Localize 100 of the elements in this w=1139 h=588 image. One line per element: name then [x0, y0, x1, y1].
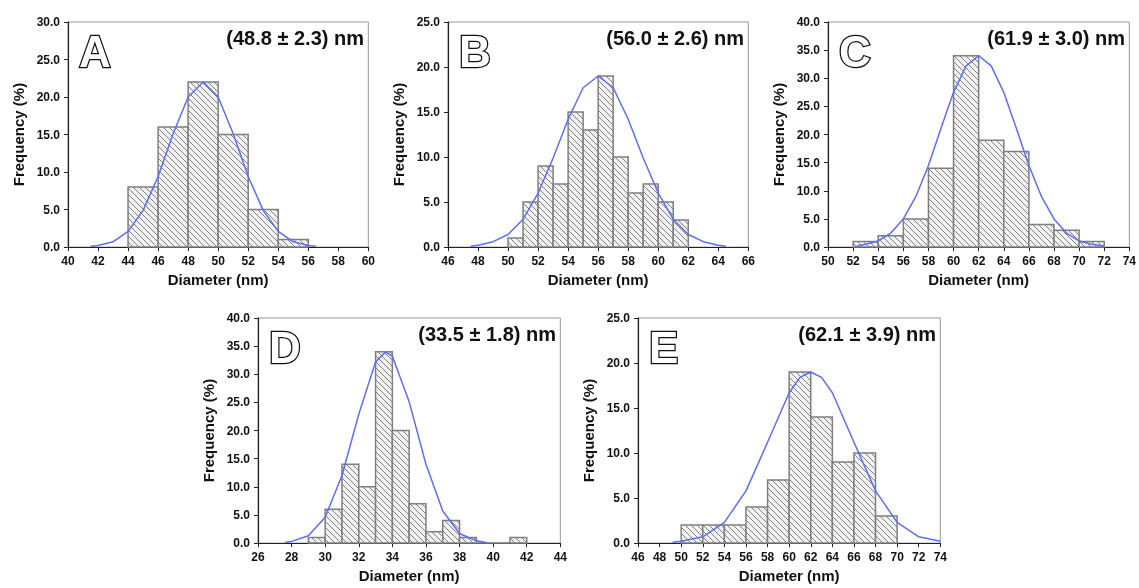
y-tick-label: 20.0 [606, 356, 631, 371]
x-tick-label: 56 [739, 550, 753, 565]
chart-title: C [839, 26, 871, 76]
x-tick-label: 42 [91, 254, 106, 269]
y-tick-label: 15.0 [416, 105, 441, 120]
y-tick-label: 10.0 [416, 150, 441, 165]
x-tick-label: 74 [1122, 254, 1137, 269]
x-tick-label: 58 [621, 254, 636, 269]
x-tick-label: 52 [531, 254, 546, 269]
x-tick-label: 64 [997, 254, 1011, 269]
y-tick-label: 15.0 [226, 451, 251, 466]
x-tick-label: 40 [486, 550, 501, 565]
x-tick-label: 66 [1022, 254, 1036, 269]
x-tick-label: 44 [553, 550, 568, 565]
y-tick-label: 20.0 [796, 127, 821, 142]
x-tick-label: 62 [971, 254, 986, 269]
x-tick-label: 50 [821, 254, 835, 269]
y-tick-label: 10.0 [796, 183, 821, 198]
y-tick-label: 25.0 [226, 395, 251, 410]
y-tick-label: 10.0 [606, 446, 631, 461]
x-axis-title: Diameter (nm) [738, 567, 840, 584]
x-tick-label: 58 [760, 550, 775, 565]
x-tick-label: 54 [871, 254, 886, 269]
x-tick-label: 46 [441, 254, 455, 269]
x-tick-label: 56 [591, 254, 606, 269]
x-tick-label: 72 [912, 550, 926, 565]
y-tick-label: 20.0 [416, 60, 441, 75]
x-tick-label: 60 [651, 254, 666, 269]
x-tick-label: 54 [561, 254, 576, 269]
x-tick-label: 56 [301, 254, 316, 269]
x-tick-label: 32 [352, 550, 366, 565]
line-series [89, 81, 317, 248]
y-tick-label: 5.0 [43, 202, 61, 217]
x-tick-label: 50 [674, 550, 689, 565]
y-tick-label: 35.0 [226, 339, 251, 354]
y-tick-label: 10.0 [36, 165, 61, 180]
x-tick-label: 46 [631, 550, 645, 565]
x-tick-label: 66 [847, 550, 861, 565]
y-tick-label: 25.0 [416, 15, 441, 29]
annotation: (62.1 ± 3.9) nm [798, 323, 937, 345]
x-tick-label: 60 [361, 254, 376, 269]
x-tick-label: 52 [696, 550, 710, 565]
y-tick-label: 0.0 [233, 536, 251, 551]
x-tick-label: 74 [933, 550, 948, 565]
chart-title: D [269, 322, 301, 372]
x-tick-label: 42 [520, 550, 534, 565]
y-axis-title: Frequency (%) [389, 82, 407, 187]
chart-title: E [649, 322, 679, 372]
y-tick-label: 30.0 [36, 15, 61, 29]
x-tick-label: 72 [1097, 254, 1112, 269]
x-tick-label: 48 [652, 550, 667, 565]
x-tick-label: 44 [121, 254, 136, 269]
y-tick-label: 25.0 [796, 99, 821, 114]
y-tick-label: 20.0 [36, 90, 61, 105]
x-tick-label: 40 [61, 254, 75, 269]
y-axis-title: Frequency (%) [9, 82, 27, 187]
y-tick-label: 0.0 [43, 240, 61, 255]
x-axis-title: Diameter (nm) [358, 567, 460, 584]
y-tick-label: 15.0 [796, 155, 821, 170]
x-tick-label: 36 [419, 550, 433, 565]
x-axis-title: Diameter (nm) [167, 271, 269, 288]
x-tick-label: 52 [846, 254, 861, 269]
x-tick-label: 52 [241, 254, 256, 269]
x-tick-label: 46 [151, 254, 166, 269]
y-axis-title: Frequency (%) [199, 378, 217, 483]
x-tick-label: 54 [717, 550, 732, 565]
y-tick-label: 35.0 [796, 43, 821, 58]
y-tick-label: 40.0 [226, 311, 251, 325]
y-tick-label: 0.0 [803, 240, 821, 255]
y-tick-label: 20.0 [226, 423, 251, 438]
x-tick-label: 64 [711, 254, 726, 269]
x-tick-label: 62 [681, 254, 696, 269]
y-tick-label: 5.0 [423, 195, 441, 210]
y-tick-label: 0.0 [423, 240, 441, 255]
line-series [671, 371, 942, 543]
x-tick-label: 30 [318, 550, 333, 565]
x-tick-label: 38 [452, 550, 467, 565]
x-tick-label: 60 [946, 254, 961, 269]
x-axis-title: Diameter (nm) [928, 271, 1030, 288]
y-tick-label: 5.0 [613, 491, 631, 506]
x-tick-label: 60 [782, 550, 797, 565]
x-tick-label: 62 [804, 550, 818, 565]
chart-title: B [459, 26, 491, 76]
y-tick-label: 15.0 [36, 127, 61, 142]
x-tick-label: 34 [385, 550, 400, 565]
annotation: (33.5 ± 1.8) nm [418, 323, 557, 345]
x-tick-label: 64 [825, 550, 840, 565]
y-tick-label: 40.0 [796, 15, 821, 29]
chart-title: A [79, 26, 111, 76]
y-tick-label: 25.0 [606, 311, 631, 325]
x-tick-label: 70 [890, 550, 905, 565]
x-tick-label: 70 [1072, 254, 1087, 269]
y-tick-label: 30.0 [796, 71, 821, 86]
y-axis-title: Frequency (%) [579, 378, 597, 483]
y-tick-label: 0.0 [613, 536, 631, 551]
x-tick-label: 48 [471, 254, 486, 269]
x-axis-title: Diameter (nm) [547, 271, 649, 288]
annotation: (48.8 ± 2.3) nm [226, 27, 365, 49]
x-tick-label: 48 [181, 254, 196, 269]
x-tick-label: 50 [211, 254, 226, 269]
